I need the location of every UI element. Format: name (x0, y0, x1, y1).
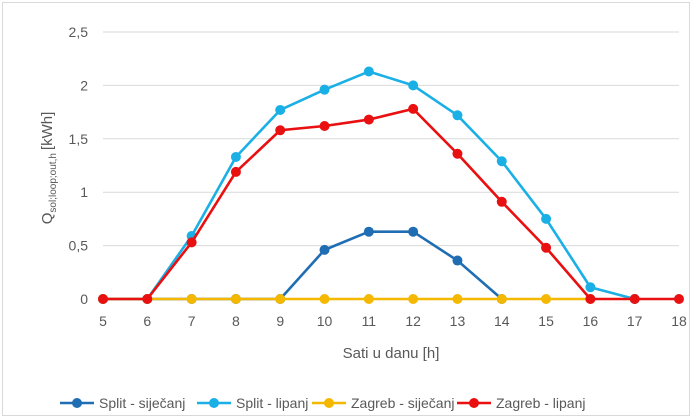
series-1 (98, 226, 507, 304)
data-point (452, 148, 463, 159)
y-axis-label: Qsol;loop;out,h [kWh] (39, 112, 59, 225)
data-point (230, 294, 241, 304)
data-point (319, 84, 330, 95)
y-tick-label: 0 (80, 291, 88, 307)
data-point (275, 294, 286, 304)
data-point (319, 120, 330, 131)
legend-item: Zagreb - siječanj (312, 395, 455, 411)
data-point (363, 294, 374, 304)
x-tick-label: 17 (627, 313, 643, 329)
x-tick-label: 10 (317, 313, 333, 329)
y-axis-ticks: 0 0,5 1 1,5 2 2,5 (69, 24, 89, 307)
x-tick-label: 6 (143, 313, 151, 329)
data-point (275, 125, 286, 136)
legend-label: Split - siječanj (99, 395, 185, 411)
data-point (674, 294, 684, 304)
legend-label: Zagreb - lipanj (496, 395, 586, 411)
data-point (585, 294, 596, 304)
data-point (541, 213, 552, 224)
data-point (452, 294, 463, 304)
data-point (186, 294, 197, 304)
y-axis-label-unit: [kWh] (39, 112, 56, 150)
legend-item: Split - siječanj (60, 395, 185, 411)
x-axis-label: Sati u danu [h] (343, 345, 440, 362)
y-axis-label-subscript: sol;loop;out,h (48, 153, 59, 213)
data-point (629, 294, 640, 304)
series-4 (98, 103, 684, 304)
chart-frame (2, 2, 690, 416)
data-point (452, 110, 463, 121)
data-point (496, 294, 507, 304)
legend-item: Split - lipanj (197, 395, 308, 411)
legend: Split - siječanj Split - lipanj Zagreb - s… (60, 395, 586, 411)
x-axis-ticks: 5 6 7 8 9 10 11 12 13 14 15 16 17 18 (99, 313, 687, 329)
x-tick-label: 7 (188, 313, 196, 329)
legend-label: Split - lipanj (236, 395, 308, 411)
data-point (541, 242, 552, 253)
data-point (319, 294, 330, 304)
data-point (408, 80, 419, 91)
series-group (98, 66, 684, 304)
data-point (408, 294, 419, 304)
data-point (230, 166, 241, 177)
series-line (103, 107, 679, 301)
data-point (541, 294, 552, 304)
legend-label: Zagreb - siječanj (351, 395, 455, 411)
data-point (408, 226, 419, 237)
data-point (496, 196, 507, 207)
series-line (103, 230, 503, 301)
series-line (103, 70, 636, 301)
x-tick-label: 9 (276, 313, 284, 329)
x-tick-label: 12 (405, 313, 421, 329)
x-tick-label: 16 (583, 313, 599, 329)
data-point (275, 104, 286, 115)
x-tick-label: 14 (494, 313, 510, 329)
y-tick-label: 1,5 (69, 131, 89, 147)
legend-marker (324, 398, 334, 408)
data-point (363, 114, 374, 125)
data-point (496, 156, 507, 167)
data-point (585, 282, 596, 293)
data-point (452, 255, 463, 266)
x-tick-label: 11 (362, 313, 377, 329)
x-tick-label: 18 (671, 313, 687, 329)
y-tick-label: 0,5 (69, 238, 89, 254)
y-axis-label-base: Q (39, 213, 56, 225)
gridlines (103, 31, 679, 300)
y-tick-label: 2,5 (69, 24, 89, 40)
x-tick-label: 8 (232, 313, 240, 329)
legend-marker (469, 398, 479, 408)
legend-item: Zagreb - lipanj (457, 395, 586, 411)
legend-marker (72, 398, 82, 408)
y-tick-label: 2 (80, 77, 88, 93)
data-point (408, 103, 419, 114)
x-tick-label: 5 (99, 313, 107, 329)
y-tick-label: 1 (80, 184, 88, 200)
x-tick-label: 13 (450, 313, 466, 329)
data-point (363, 66, 374, 77)
data-point (230, 151, 241, 162)
data-point (319, 244, 330, 255)
data-point (186, 237, 197, 248)
series-3 (98, 294, 596, 304)
x-tick-label: 15 (538, 313, 554, 329)
legend-marker (209, 398, 219, 408)
data-point (363, 226, 374, 237)
data-point (98, 294, 108, 304)
series-2 (98, 66, 640, 304)
data-point (142, 294, 153, 304)
